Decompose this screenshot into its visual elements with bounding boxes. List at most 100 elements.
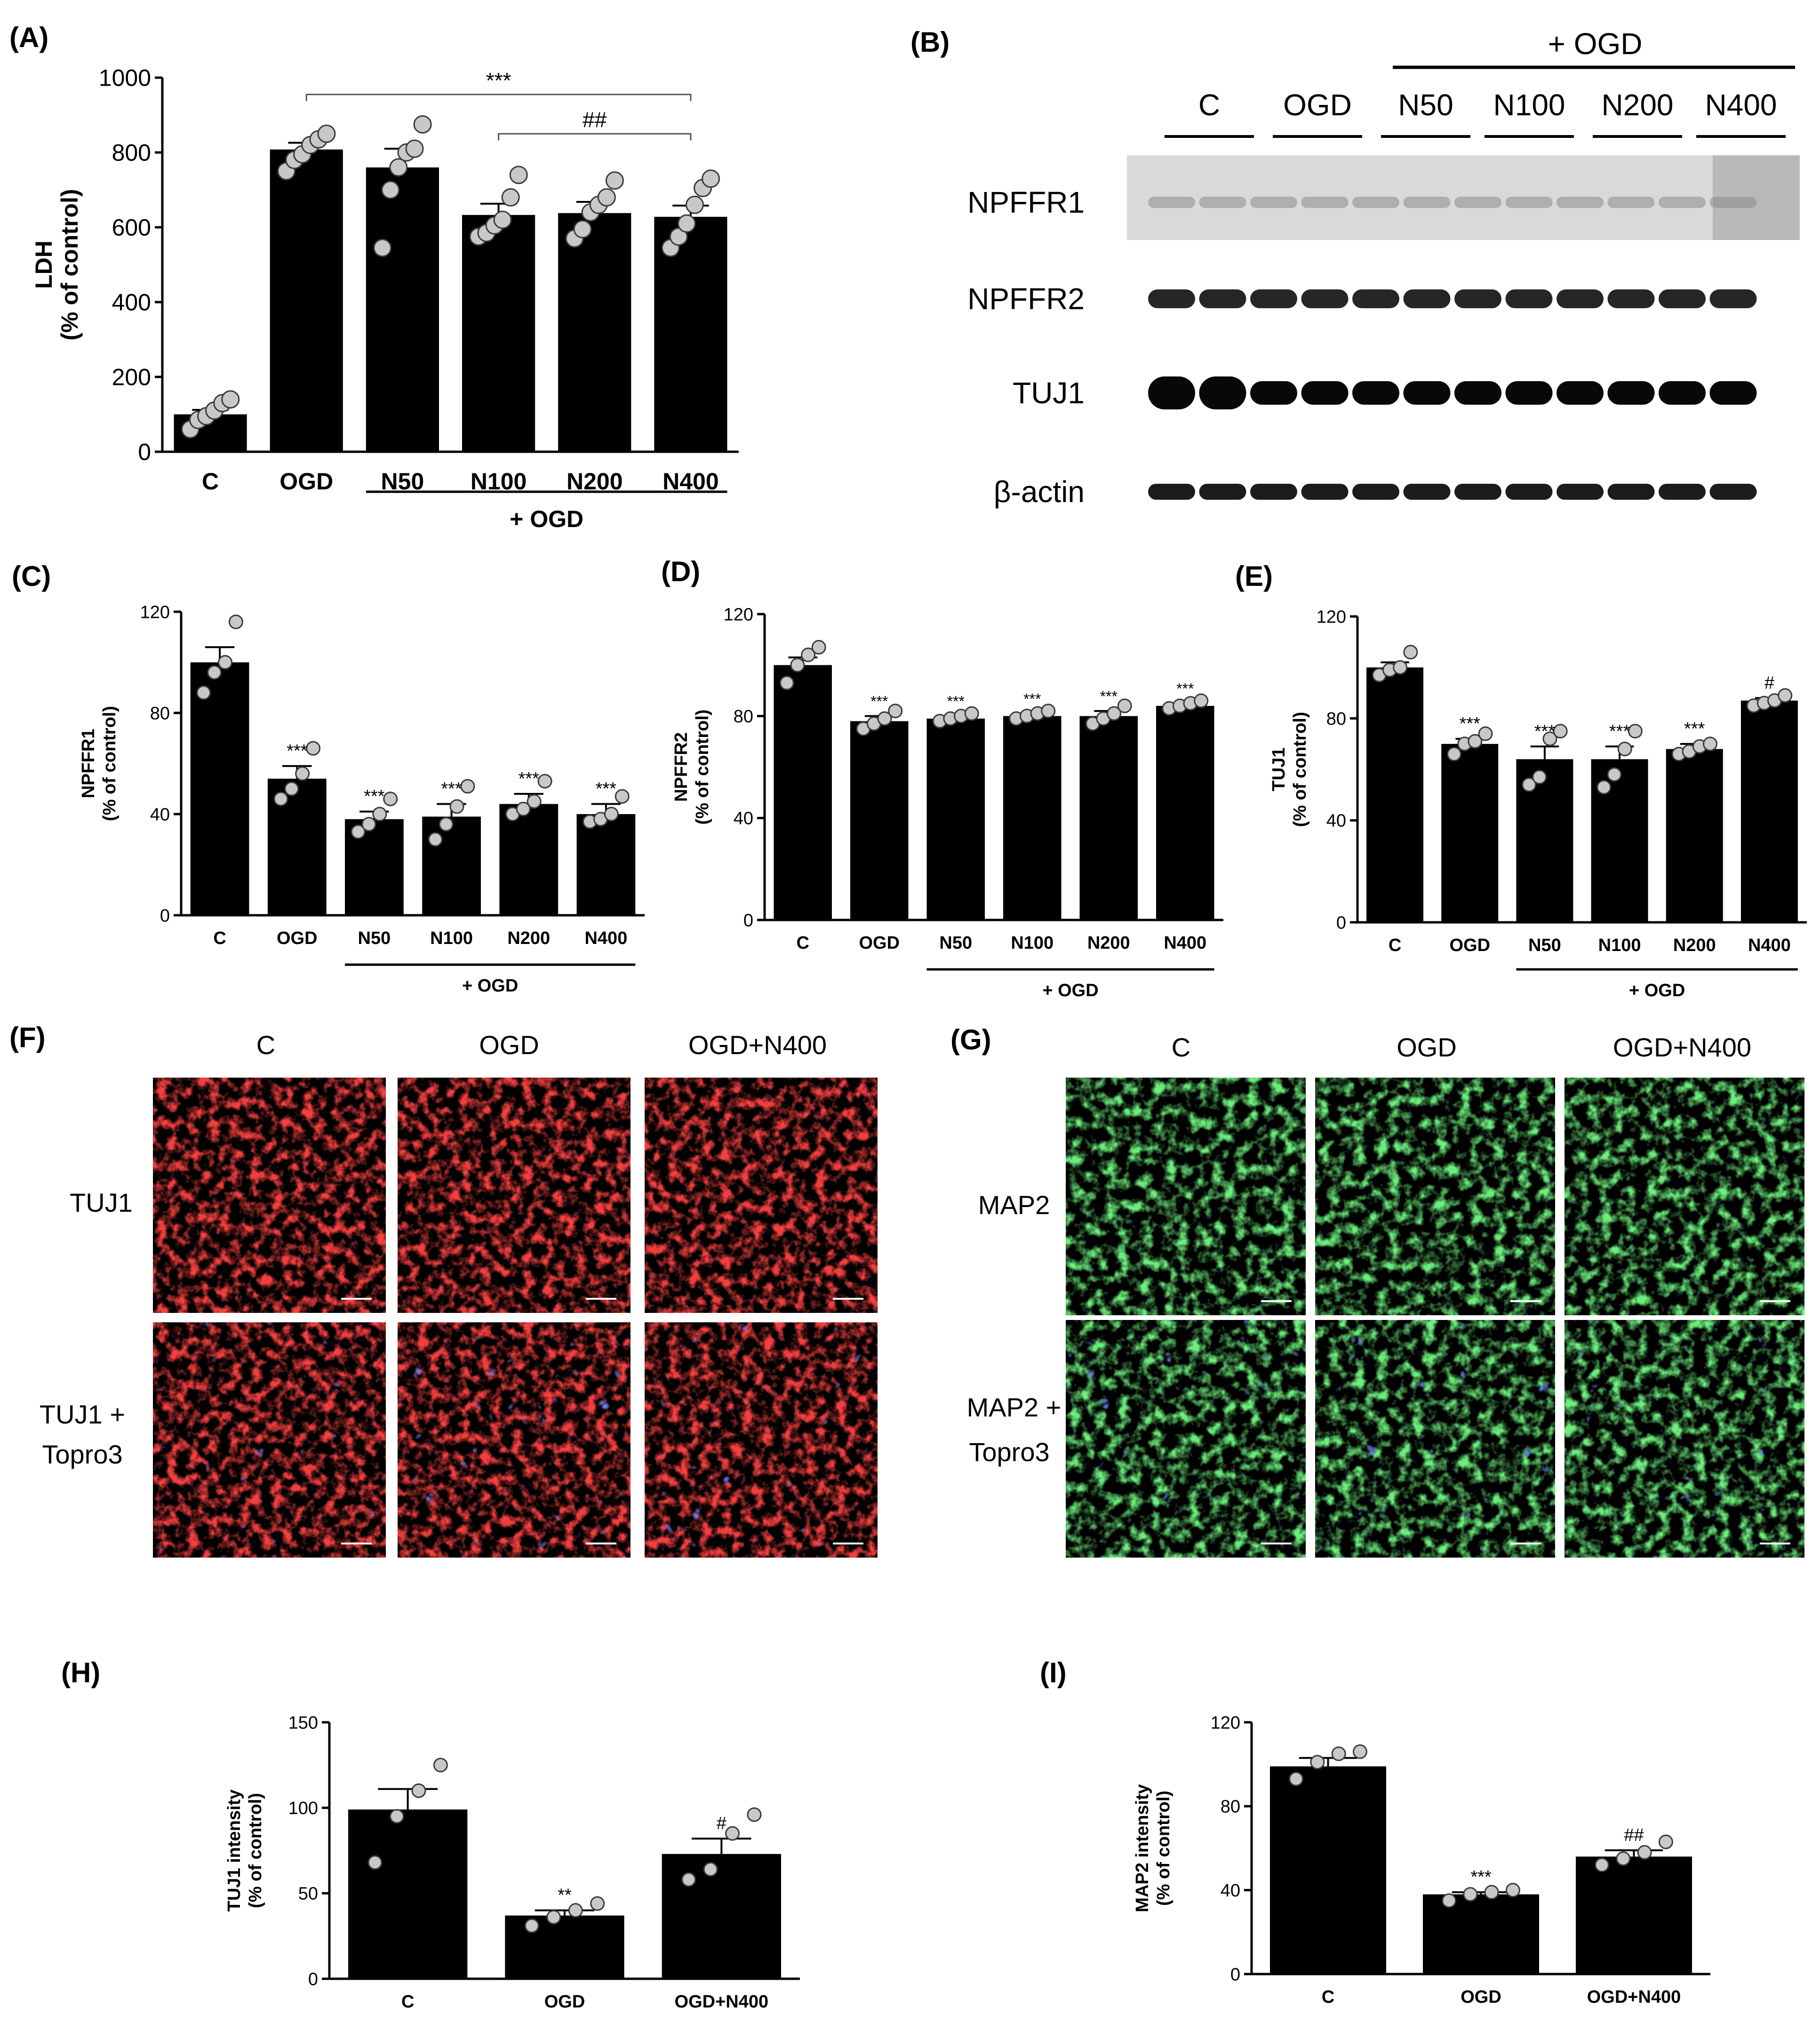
data-point — [1637, 1845, 1652, 1860]
y-tick-label: 120 — [1211, 1713, 1240, 1733]
data-point — [228, 615, 243, 629]
chart-tuj1: 0 40 80 120 TUJ1 (% of control) C OGD *** N50 *** N… — [1269, 607, 1807, 1000]
data-point — [1117, 698, 1132, 713]
data-point — [389, 1809, 404, 1824]
chart-npffr1: 0 40 80 120 NPFFR1 (% of control) C OGD *** N50 **… — [79, 602, 645, 996]
chart-ldh: 0 200 400 600 800 1000 LDH (% of control) C OGD N5… — [31, 65, 739, 532]
data-point — [1310, 1755, 1325, 1770]
bar-n400 — [1156, 706, 1214, 920]
x-tick-label: OGD — [277, 928, 318, 948]
significance-label: ** — [558, 1886, 572, 1905]
data-point — [372, 807, 387, 822]
blot-band — [1301, 484, 1349, 500]
x-tick-label: N400 — [584, 928, 627, 948]
group-label: + OGD — [1042, 981, 1098, 1000]
x-tick-label: OGD+N400 — [675, 1992, 769, 2012]
blot-band — [1352, 197, 1399, 208]
data-point — [597, 188, 616, 207]
blot-row-labels: NPFFR1 NPFFR2 TUJ1 β-actin — [967, 185, 1085, 509]
y-tick-label: 40 — [1221, 1881, 1240, 1901]
blot-band — [1505, 289, 1553, 308]
micrograph-topro3-channel — [153, 1322, 386, 1558]
data-point — [681, 1872, 696, 1887]
data-point — [964, 706, 979, 721]
data-point — [779, 675, 794, 690]
blot-band — [1454, 197, 1501, 208]
x-tick-label: OGD — [1449, 936, 1490, 955]
blot-band — [1403, 381, 1451, 405]
blot-band — [1250, 197, 1297, 208]
data-point — [367, 1855, 383, 1870]
blot-band — [1454, 289, 1501, 308]
y-tick-label: 100 — [288, 1799, 318, 1818]
data-point — [389, 158, 408, 177]
x-tick-label: N50 — [358, 928, 391, 948]
micrographs-map2: C OGD OGD+N400 MAP2 MAP2 + Topro3 — [967, 1032, 1804, 1558]
data-point — [218, 655, 233, 670]
bar-n200 — [1079, 716, 1138, 920]
y-tick-label: 0 — [743, 911, 753, 930]
y-tick-label: 120 — [140, 602, 170, 622]
significance-label: # — [1764, 673, 1774, 693]
y-tick-label: 0 — [138, 439, 151, 465]
significance-label: *** — [441, 779, 462, 799]
micro-f-row-tuj1-plus: TUJ1 + — [40, 1399, 125, 1429]
significance-label: *** — [596, 779, 617, 799]
x-tick-label: C — [401, 1992, 414, 2012]
data-point — [1403, 645, 1418, 660]
blot-band — [1250, 484, 1297, 500]
y-tick-label: 80 — [1221, 1797, 1240, 1817]
significance-label: *** — [1470, 1867, 1492, 1887]
panel-label-c: (C) — [12, 560, 51, 592]
blot-row-actin: β-actin — [994, 475, 1085, 509]
bar-ogd — [1441, 744, 1499, 922]
data-point — [669, 227, 688, 246]
data-point — [284, 781, 299, 796]
y-tick-label: 120 — [724, 605, 753, 624]
blot-band — [1557, 197, 1604, 208]
significance-bracket — [498, 133, 692, 141]
bar-c — [1366, 667, 1424, 922]
y-axis-label: LDH — [31, 240, 57, 289]
bar-n50 — [366, 167, 439, 452]
y-tick-label: 80 — [734, 707, 753, 727]
blot-band — [1607, 381, 1655, 405]
data-point — [1703, 736, 1718, 752]
y-tick-label: 0 — [308, 1969, 318, 1989]
data-point — [537, 774, 552, 789]
data-point — [1658, 1834, 1673, 1849]
blot-band — [1505, 197, 1553, 208]
data-point — [1628, 724, 1643, 739]
significance-label: *** — [519, 769, 540, 789]
data-point — [604, 807, 619, 822]
blot-band — [1148, 289, 1195, 308]
bar-ogd — [850, 721, 909, 920]
y-axis-label: (% of control) — [1154, 1791, 1173, 1906]
data-point — [433, 1758, 448, 1773]
y-axis-label: (% of control) — [693, 710, 712, 825]
data-point — [439, 817, 454, 832]
micrograph-topro3-channel — [1315, 1320, 1555, 1558]
panel-label-b: (B) — [910, 26, 950, 58]
blot-band — [1148, 376, 1195, 409]
blot-band — [1199, 289, 1246, 308]
data-point — [1553, 724, 1568, 739]
data-point — [1463, 1887, 1478, 1902]
blot-band — [1659, 197, 1706, 208]
significance-label: *** — [947, 693, 965, 710]
blot-band — [1607, 289, 1655, 308]
data-point — [1442, 1893, 1457, 1908]
x-tick-label: C — [1322, 1987, 1334, 2007]
micrograph-tuj1-channel — [645, 1078, 878, 1313]
x-tick-label: OGD+N400 — [1587, 1987, 1681, 2007]
x-tick-label: N50 — [1528, 936, 1561, 955]
blot-row-tuj1: TUJ1 — [1013, 376, 1085, 410]
y-axis-label: (% of control) — [100, 706, 120, 821]
data-point — [1352, 1744, 1367, 1759]
blot-ogd-group-label: + OGD — [1548, 27, 1643, 61]
significance-label: *** — [364, 787, 385, 807]
panel-label-e: (E) — [1235, 560, 1273, 592]
blot-lane-n100: N100 — [1493, 88, 1565, 122]
data-point — [1393, 660, 1408, 675]
